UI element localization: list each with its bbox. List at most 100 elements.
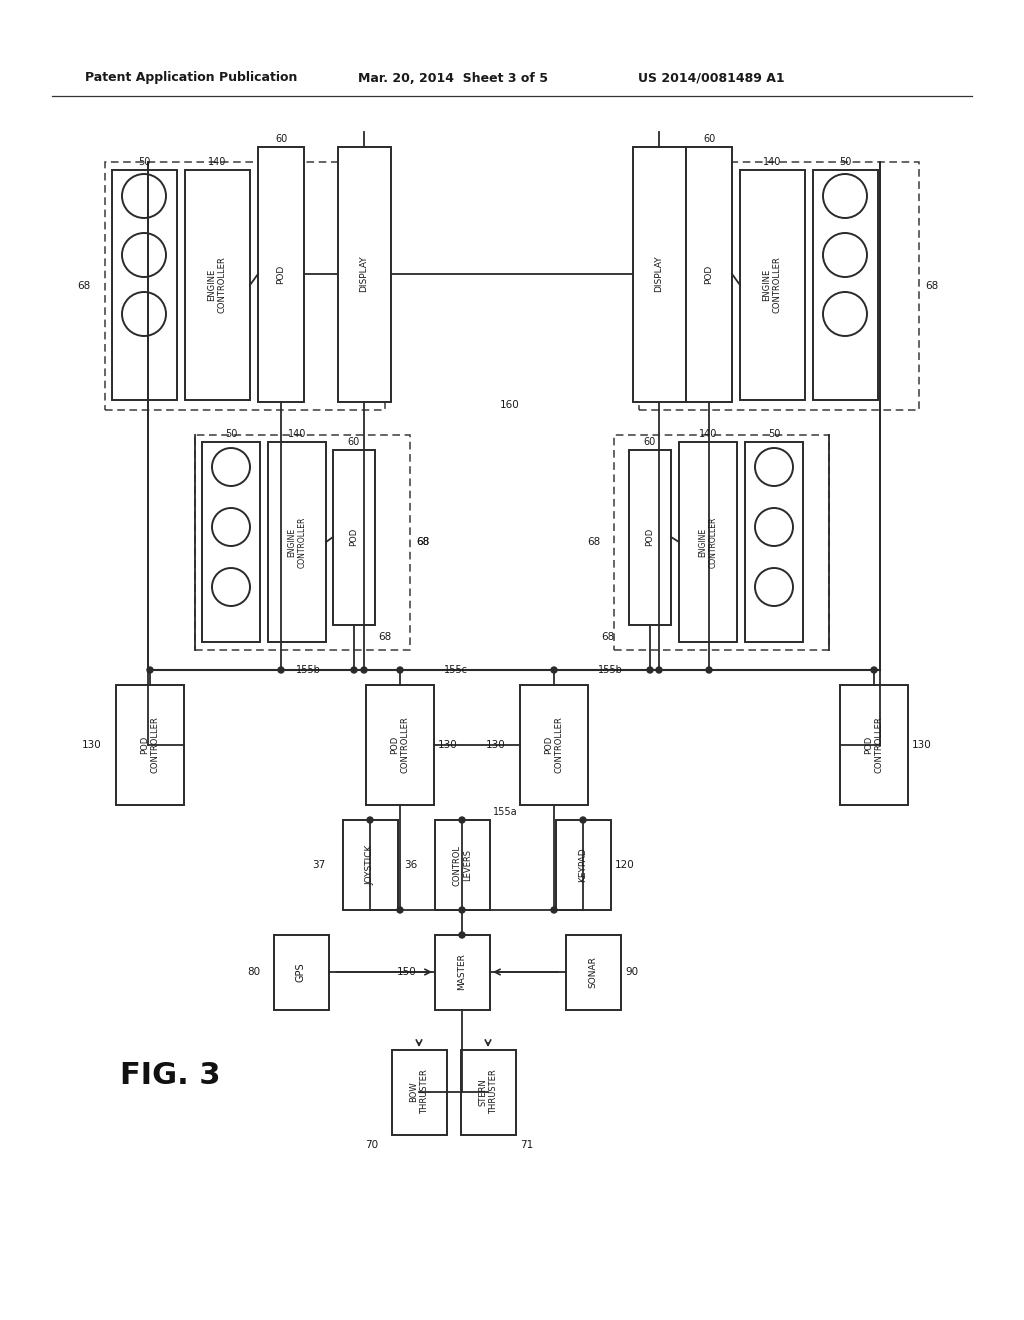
- Circle shape: [122, 292, 166, 337]
- Circle shape: [647, 667, 653, 673]
- Bar: [268, 442, 326, 642]
- Text: 60: 60: [644, 437, 656, 447]
- Circle shape: [212, 447, 250, 486]
- Text: 68: 68: [925, 281, 938, 290]
- Bar: [629, 450, 671, 624]
- Bar: [105, 162, 385, 411]
- Text: 130: 130: [486, 741, 506, 750]
- Circle shape: [397, 907, 403, 913]
- Bar: [633, 147, 686, 403]
- Text: Patent Application Publication: Patent Application Publication: [85, 71, 297, 84]
- Bar: [366, 685, 434, 805]
- Circle shape: [459, 907, 465, 913]
- Bar: [520, 685, 588, 805]
- Circle shape: [551, 907, 557, 913]
- Text: 155c: 155c: [444, 665, 468, 675]
- Text: 140: 140: [763, 157, 781, 168]
- Text: 130: 130: [82, 741, 102, 750]
- Text: 50: 50: [225, 429, 238, 440]
- Text: 71: 71: [520, 1140, 534, 1150]
- Circle shape: [122, 234, 166, 277]
- Circle shape: [361, 667, 367, 673]
- Circle shape: [122, 174, 166, 218]
- Text: ENGINE
CONTROLLER: ENGINE CONTROLLER: [207, 256, 226, 313]
- Text: 60: 60: [274, 135, 287, 144]
- Circle shape: [278, 667, 284, 673]
- Circle shape: [397, 667, 403, 673]
- Bar: [686, 147, 732, 403]
- Circle shape: [212, 568, 250, 606]
- Text: Mar. 20, 2014  Sheet 3 of 5: Mar. 20, 2014 Sheet 3 of 5: [358, 71, 548, 84]
- Text: 68: 68: [602, 632, 615, 642]
- Text: 68: 68: [416, 537, 429, 546]
- Text: JOYSTICK: JOYSTICK: [366, 845, 375, 886]
- Circle shape: [823, 234, 867, 277]
- Text: 140: 140: [698, 429, 717, 440]
- Text: US 2014/0081489 A1: US 2014/0081489 A1: [638, 71, 784, 84]
- Circle shape: [459, 817, 465, 822]
- Bar: [258, 147, 304, 403]
- Text: 155b: 155b: [598, 665, 623, 675]
- Circle shape: [459, 932, 465, 939]
- Text: 70: 70: [365, 1140, 378, 1150]
- Text: POD
CONTROLLER: POD CONTROLLER: [545, 717, 563, 774]
- Circle shape: [351, 667, 357, 673]
- Text: 130: 130: [912, 741, 932, 750]
- Bar: [435, 935, 490, 1010]
- Bar: [195, 436, 410, 649]
- Text: GPS: GPS: [296, 962, 306, 982]
- Text: 37: 37: [311, 861, 325, 870]
- Text: 140: 140: [288, 429, 306, 440]
- Bar: [185, 170, 250, 400]
- Circle shape: [367, 817, 373, 822]
- Circle shape: [755, 568, 793, 606]
- Text: STERN
THRUSTER: STERN THRUSTER: [478, 1069, 498, 1114]
- Text: POD
CONTROLLER: POD CONTROLLER: [390, 717, 410, 774]
- Circle shape: [706, 667, 712, 673]
- Text: ENGINE
CONTROLLER: ENGINE CONTROLLER: [762, 256, 781, 313]
- Bar: [338, 147, 391, 403]
- Text: 130: 130: [438, 741, 458, 750]
- Text: ENGINE
CONTROLLER: ENGINE CONTROLLER: [288, 516, 307, 568]
- Circle shape: [656, 667, 662, 673]
- Bar: [566, 935, 621, 1010]
- Text: 155a: 155a: [493, 807, 517, 817]
- Text: POD: POD: [645, 528, 654, 546]
- Circle shape: [823, 292, 867, 337]
- Bar: [556, 820, 611, 909]
- Circle shape: [755, 508, 793, 546]
- Text: SONAR: SONAR: [589, 956, 597, 987]
- Text: MASTER: MASTER: [458, 953, 467, 990]
- Circle shape: [755, 447, 793, 486]
- Bar: [343, 820, 398, 909]
- Bar: [202, 442, 260, 642]
- Text: 60: 60: [702, 135, 715, 144]
- Text: 68: 68: [78, 281, 91, 290]
- Text: 50: 50: [138, 157, 151, 168]
- Text: 160: 160: [500, 400, 520, 411]
- Text: POD: POD: [276, 264, 286, 284]
- Text: POD
CONTROLLER: POD CONTROLLER: [140, 717, 160, 774]
- Bar: [813, 170, 878, 400]
- Text: POD: POD: [349, 528, 358, 546]
- Text: 60: 60: [348, 437, 360, 447]
- Text: ENGINE
CONTROLLER: ENGINE CONTROLLER: [698, 516, 718, 568]
- Text: CONTROL
LEVERS: CONTROL LEVERS: [453, 845, 472, 886]
- Bar: [679, 442, 737, 642]
- Bar: [116, 685, 184, 805]
- Bar: [840, 685, 908, 805]
- Bar: [614, 436, 829, 649]
- Text: 36: 36: [403, 861, 417, 870]
- Text: POD
CONTROLLER: POD CONTROLLER: [864, 717, 884, 774]
- Bar: [745, 442, 803, 642]
- Circle shape: [551, 667, 557, 673]
- Text: BOW
THRUSTER: BOW THRUSTER: [410, 1069, 429, 1114]
- Bar: [274, 935, 329, 1010]
- Text: FIG. 3: FIG. 3: [120, 1060, 220, 1089]
- Text: 68: 68: [378, 632, 391, 642]
- Text: 68: 68: [416, 537, 429, 546]
- Bar: [639, 162, 919, 411]
- Text: 68: 68: [587, 537, 600, 546]
- Bar: [112, 170, 177, 400]
- Circle shape: [147, 667, 153, 673]
